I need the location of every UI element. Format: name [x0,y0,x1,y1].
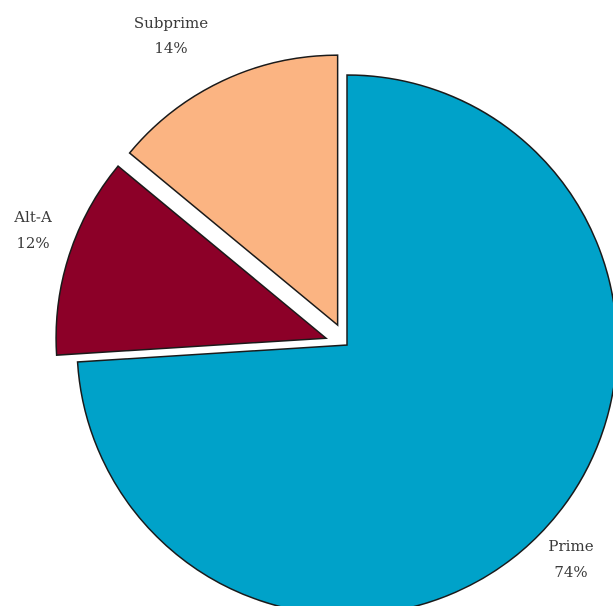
label-prime-value: 74% [554,563,587,581]
pie-slice-prime [76,74,613,606]
pie-slice-subprime [128,54,339,327]
label-subprime-name: Subprime [134,14,208,32]
label-alt-a-name: Alt-A [13,208,52,226]
label-prime-name: Prime [548,537,593,555]
pie-slices [55,54,613,606]
label-subprime-value: 14% [154,39,187,57]
label-alt-a-value: 12% [16,234,49,252]
pie-slice-alt-a [55,165,329,356]
